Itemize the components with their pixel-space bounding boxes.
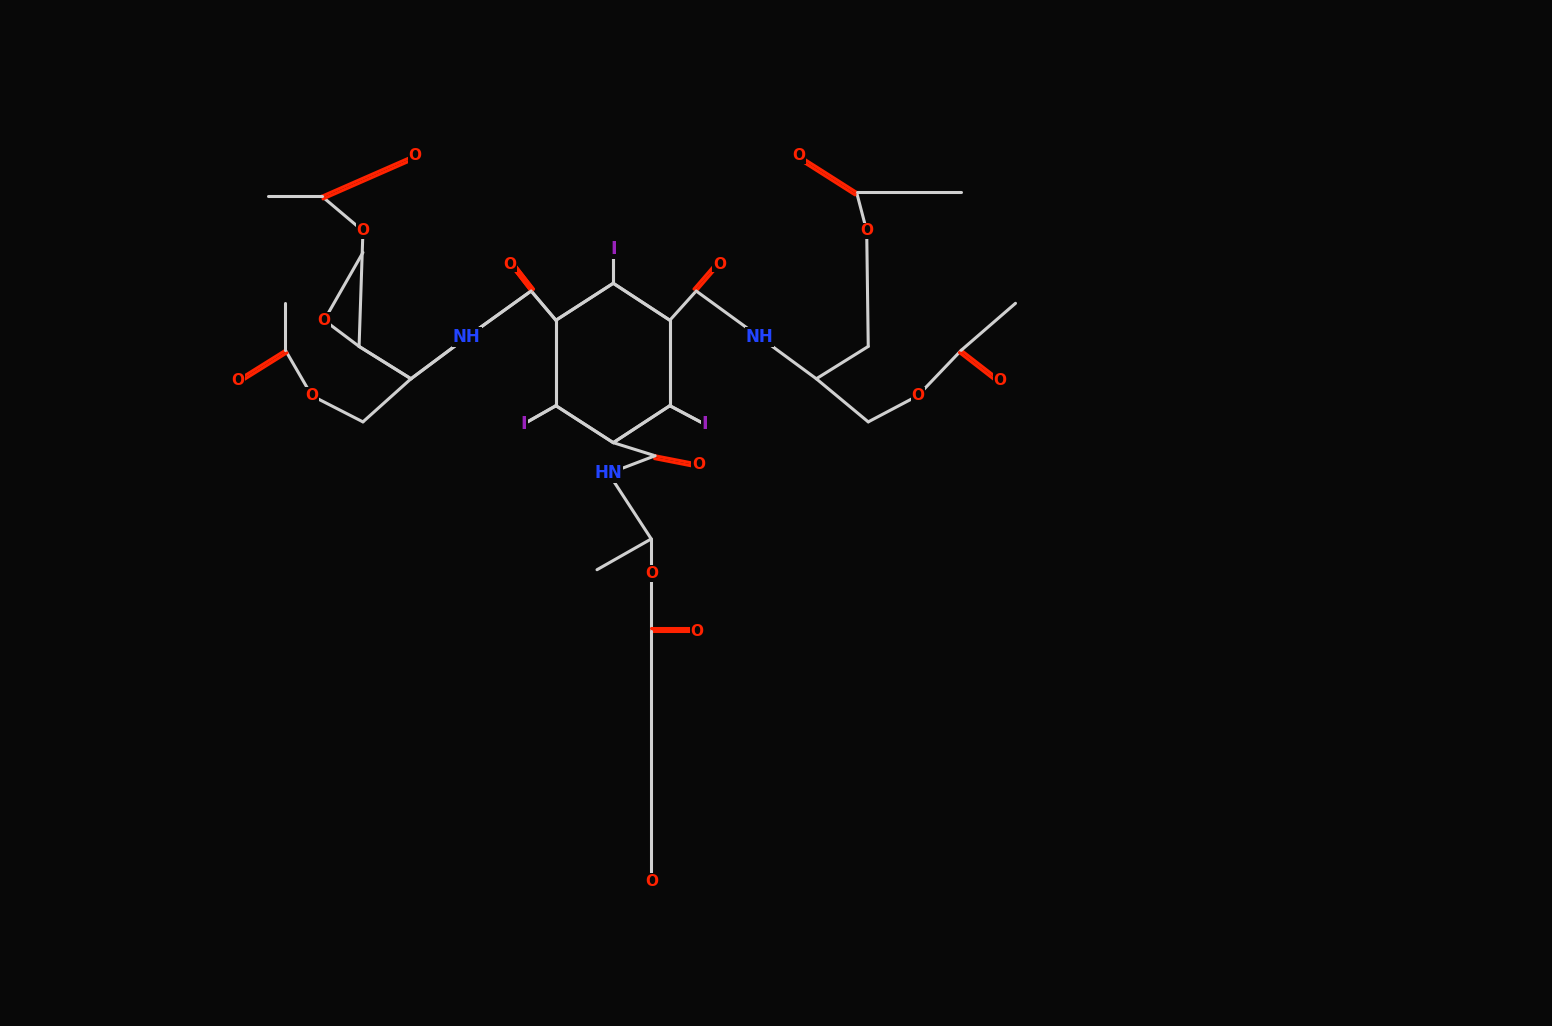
Text: O: O xyxy=(306,388,318,403)
Text: I: I xyxy=(610,240,616,258)
Text: O: O xyxy=(993,372,1007,388)
Text: I: I xyxy=(702,416,708,433)
Text: I: I xyxy=(520,416,526,433)
Text: O: O xyxy=(860,224,874,238)
Text: O: O xyxy=(644,874,658,890)
Text: O: O xyxy=(357,224,369,238)
Text: O: O xyxy=(712,256,726,272)
Text: O: O xyxy=(691,624,703,639)
Text: NH: NH xyxy=(747,328,773,346)
Text: O: O xyxy=(408,148,422,163)
Text: NH: NH xyxy=(453,328,481,346)
Text: HN: HN xyxy=(594,465,622,482)
Text: I: I xyxy=(702,416,708,433)
Text: O: O xyxy=(792,148,805,163)
Text: O: O xyxy=(644,566,658,581)
Text: O: O xyxy=(504,256,517,272)
Text: I: I xyxy=(610,240,616,258)
Text: O: O xyxy=(231,372,244,388)
Text: NH: NH xyxy=(453,328,481,346)
Text: O: O xyxy=(504,256,517,272)
Text: O: O xyxy=(692,457,705,472)
Text: I: I xyxy=(520,416,526,433)
Text: O: O xyxy=(318,313,331,327)
Text: O: O xyxy=(911,388,925,403)
